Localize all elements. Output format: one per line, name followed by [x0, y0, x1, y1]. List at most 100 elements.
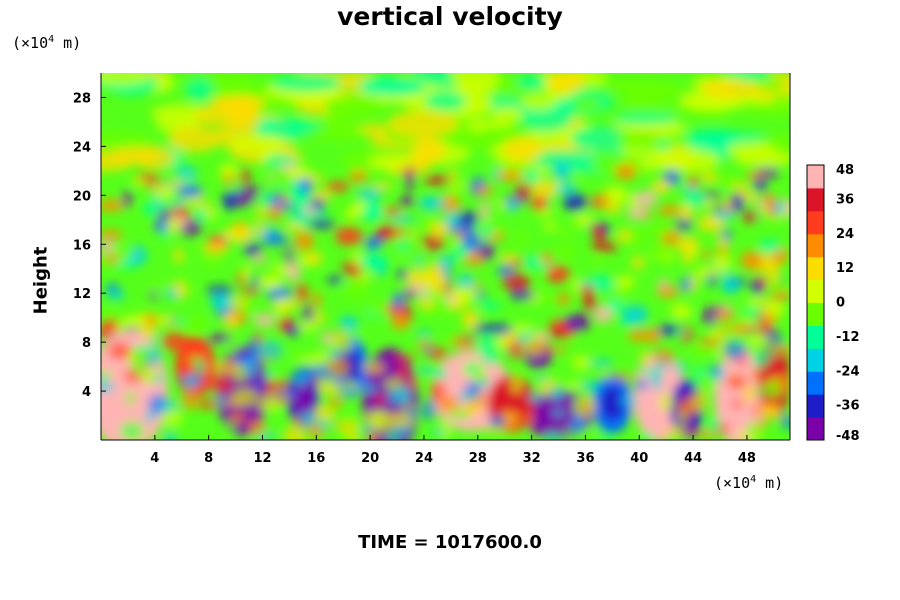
- field-blob: [632, 255, 644, 271]
- field-blob: [162, 431, 178, 440]
- field-blob: [530, 196, 549, 211]
- x-tick-label: 32: [523, 451, 541, 466]
- field-blob: [543, 346, 569, 354]
- field-blob: [380, 207, 403, 216]
- field-blob: [743, 385, 754, 404]
- field-blob: [418, 196, 446, 211]
- field-blob: [651, 179, 671, 194]
- field-blob: [680, 97, 748, 111]
- colorbar-segment: [807, 394, 824, 418]
- field-blob: [565, 313, 591, 331]
- field-blob: [432, 277, 446, 294]
- field-blob: [185, 77, 214, 102]
- field-blob: [367, 153, 416, 172]
- colorbar-segment: [807, 302, 824, 326]
- field-blob: [640, 432, 655, 440]
- field-blob: [339, 316, 359, 331]
- field-blob: [584, 297, 597, 312]
- field-blob: [683, 192, 709, 208]
- field-blob: [324, 95, 385, 118]
- field-blob: [125, 390, 136, 407]
- field-blob: [254, 313, 276, 327]
- field-blob: [621, 80, 683, 102]
- field-blob: [119, 427, 143, 434]
- field-blob: [591, 241, 619, 252]
- field-blob: [502, 136, 543, 163]
- field-blob: [536, 209, 555, 217]
- field-blob: [215, 392, 225, 409]
- field-blob: [231, 223, 253, 244]
- field-blob: [644, 226, 671, 237]
- field-blob: [719, 174, 734, 190]
- field-blob: [303, 365, 320, 380]
- field-blob: [525, 343, 548, 350]
- y-tick-label: 4: [82, 385, 91, 400]
- field-blob: [549, 386, 565, 401]
- field-blob: [463, 363, 482, 375]
- field-blob: [574, 214, 594, 227]
- field-blob: [105, 283, 120, 294]
- field-blob: [311, 291, 321, 309]
- field-blob: [144, 411, 156, 422]
- field-blob: [730, 193, 745, 212]
- field-blob: [487, 323, 513, 335]
- field-blob: [553, 161, 571, 181]
- field-blob: [537, 294, 553, 305]
- field-blob: [496, 170, 525, 182]
- field-blob: [573, 396, 583, 411]
- field-blob: [752, 101, 790, 116]
- field-blob: [122, 190, 132, 208]
- field-blob: [713, 205, 725, 212]
- field-blob: [361, 204, 385, 223]
- field-blob: [481, 225, 493, 241]
- field-blob: [515, 232, 528, 245]
- field-blob: [251, 275, 261, 290]
- field-blob: [101, 73, 151, 86]
- field-blob: [509, 290, 535, 300]
- field-blob: [446, 412, 473, 420]
- field-blob: [244, 117, 315, 138]
- field-blob: [451, 334, 477, 351]
- colorbar-segment: [807, 348, 824, 372]
- field-blob: [520, 105, 574, 132]
- field-blob: [713, 210, 736, 220]
- field-blob: [357, 273, 372, 281]
- field-blob: [266, 286, 293, 300]
- y-tick-label: 20: [73, 189, 91, 204]
- field-blob: [474, 323, 493, 334]
- field-blob: [180, 282, 192, 290]
- field-blob: [662, 428, 674, 436]
- field-blob: [342, 260, 356, 273]
- field-blob: [546, 73, 586, 94]
- field-blob: [658, 205, 682, 217]
- field-blob: [101, 229, 123, 241]
- field-blob: [207, 375, 233, 394]
- field-blob: [475, 335, 497, 358]
- field-blob: [423, 398, 436, 421]
- field-blob: [591, 258, 604, 267]
- field-blob: [447, 183, 467, 190]
- field-blob: [527, 392, 543, 403]
- field-blob: [240, 167, 250, 185]
- field-blob: [349, 170, 368, 184]
- field-blob: [397, 268, 408, 280]
- field-blob: [654, 348, 675, 365]
- field-blob: [288, 352, 299, 361]
- field-blob: [339, 381, 360, 391]
- field-blob: [626, 208, 648, 220]
- field-blob: [619, 396, 638, 405]
- field-blob: [731, 182, 749, 190]
- field-blob: [416, 330, 433, 338]
- field-blob: [429, 220, 452, 238]
- field-blob: [622, 304, 648, 325]
- field-blob: [614, 163, 638, 181]
- field-blob: [535, 374, 548, 382]
- x-tick-label: 16: [307, 451, 325, 466]
- field-blob: [372, 182, 394, 189]
- x-tick-label: 20: [361, 451, 379, 466]
- field-blob: [401, 166, 416, 177]
- colorbar-tick-label: 12: [836, 261, 854, 276]
- field-blob: [364, 237, 380, 251]
- field-blob: [593, 305, 613, 324]
